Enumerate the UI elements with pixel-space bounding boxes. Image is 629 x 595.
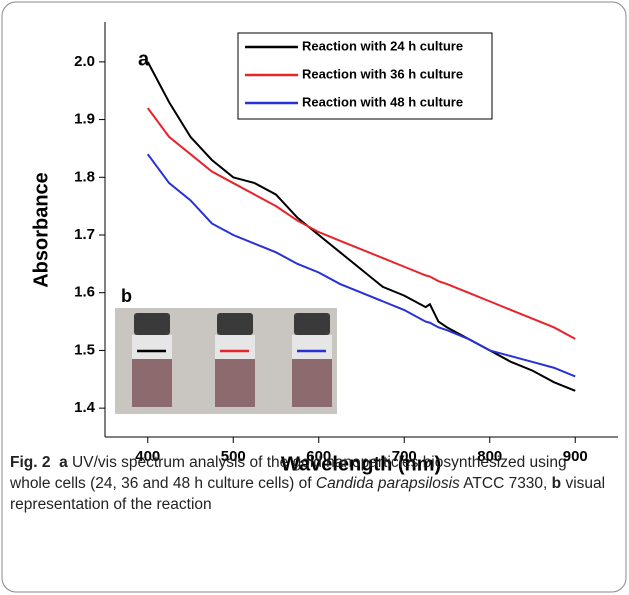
x-tick-label: 500 xyxy=(221,448,246,465)
y-tick-label: 1.4 xyxy=(74,399,96,416)
y-axis-label: Absorbance xyxy=(30,172,52,288)
x-tick-label: 600 xyxy=(306,448,331,465)
caption: Fig. 2 a UV/vis spectrum analysis of the… xyxy=(10,452,610,515)
y-tick-label: 1.9 xyxy=(74,111,95,128)
y-tick-label: 1.8 xyxy=(74,168,95,185)
caption-label: Fig. 2 xyxy=(10,454,51,471)
inset-photo xyxy=(115,308,337,414)
legend-label: Reaction with 24 h culture xyxy=(302,38,463,53)
caption-text: visual representation of the reaction xyxy=(10,475,606,513)
caption-text: ATCC 7330, xyxy=(463,475,548,492)
caption-part: b xyxy=(551,475,562,492)
legend-label: Reaction with 48 h culture xyxy=(302,94,463,109)
caption-text: UV/vis spectrum analysis of the gold nan… xyxy=(10,454,567,492)
y-tick-label: 2.0 xyxy=(74,53,95,70)
x-tick-label: 800 xyxy=(477,448,502,465)
caption-species: Candida parapsilosis xyxy=(315,475,460,492)
legend-label: Reaction with 36 h culture xyxy=(302,66,463,81)
y-tick-label: 1.6 xyxy=(74,284,95,301)
annotation: b xyxy=(121,286,132,306)
data-line xyxy=(146,153,576,378)
y-tick-label: 1.7 xyxy=(74,226,95,243)
x-tick-label: 400 xyxy=(135,448,160,465)
y-tick-label: 1.5 xyxy=(74,341,95,358)
data-line xyxy=(146,107,576,340)
data-line xyxy=(146,61,576,392)
caption-part: a xyxy=(59,454,68,471)
x-tick-label: 700 xyxy=(392,448,417,465)
x-axis-label: Wavelength (nm) xyxy=(281,453,441,475)
x-tick-label: 900 xyxy=(563,448,588,465)
annotation: a xyxy=(138,48,150,70)
